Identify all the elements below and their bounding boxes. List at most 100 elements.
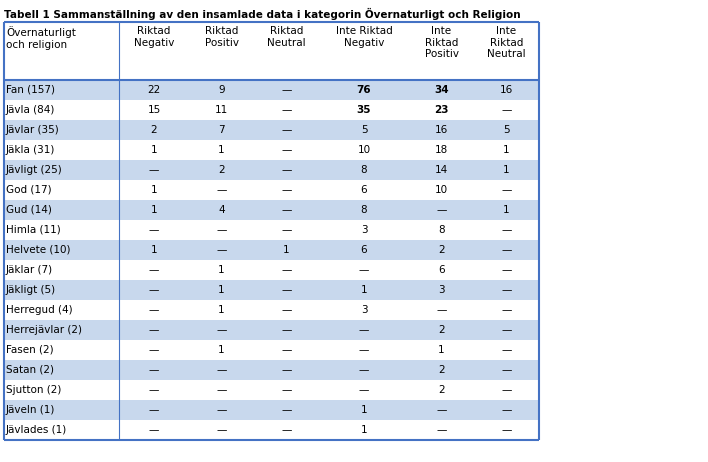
Text: Himla (11): Himla (11) [6, 225, 61, 235]
Text: —: — [281, 165, 292, 175]
Text: —: — [217, 245, 227, 255]
Text: —: — [436, 425, 447, 435]
Text: —: — [281, 105, 292, 115]
Text: —: — [436, 305, 447, 315]
Text: 2: 2 [438, 365, 445, 375]
Bar [4, 420, 539, 440]
Text: 14: 14 [435, 165, 448, 175]
Bar [4, 180, 539, 200]
Text: —: — [359, 345, 369, 355]
Text: 2: 2 [438, 325, 445, 335]
Text: 10: 10 [435, 185, 448, 195]
Text: 16: 16 [500, 85, 513, 95]
Text: 8: 8 [360, 205, 367, 215]
Text: 18: 18 [435, 145, 448, 155]
Text: 16: 16 [435, 125, 448, 135]
Text: 3: 3 [360, 225, 367, 235]
Text: —: — [501, 305, 512, 315]
Text: —: — [281, 125, 292, 135]
Bar [4, 240, 539, 260]
Bar [4, 400, 539, 420]
Text: —: — [359, 265, 369, 275]
Bar [4, 220, 539, 240]
Text: —: — [281, 345, 292, 355]
Text: Helvete (10): Helvete (10) [6, 245, 71, 255]
Text: —: — [501, 285, 512, 295]
Text: —: — [501, 345, 512, 355]
Text: —: — [281, 185, 292, 195]
Text: Inte
Riktad
Positiv: Inte Riktad Positiv [425, 26, 459, 59]
Text: Övernaturligt
och religion: Övernaturligt och religion [6, 26, 76, 49]
Text: —: — [501, 425, 512, 435]
Bar [4, 140, 539, 160]
Text: Fasen (2): Fasen (2) [6, 345, 54, 355]
Text: —: — [217, 365, 227, 375]
Text: —: — [149, 345, 159, 355]
Text: —: — [149, 165, 159, 175]
Bar [4, 80, 539, 100]
Text: Fan (157): Fan (157) [6, 85, 55, 95]
Text: 1: 1 [151, 205, 157, 215]
Text: 1: 1 [360, 405, 367, 415]
Bar [4, 100, 539, 120]
Text: 1: 1 [503, 205, 510, 215]
Text: 2: 2 [438, 385, 445, 395]
Bar [4, 200, 539, 220]
Text: 2: 2 [438, 245, 445, 255]
Text: 1: 1 [283, 245, 290, 255]
Text: —: — [359, 385, 369, 395]
Text: Jävlar (35): Jävlar (35) [6, 125, 59, 135]
Text: Jäklar (7): Jäklar (7) [6, 265, 53, 275]
Text: Inte Riktad
Negativ: Inte Riktad Negativ [336, 26, 392, 48]
Text: —: — [217, 325, 227, 335]
Text: —: — [217, 405, 227, 415]
Text: —: — [281, 285, 292, 295]
Text: Gud (14): Gud (14) [6, 205, 52, 215]
Text: —: — [281, 265, 292, 275]
Text: —: — [501, 325, 512, 335]
Text: —: — [281, 85, 292, 95]
Text: —: — [281, 205, 292, 215]
Text: —: — [359, 365, 369, 375]
Text: —: — [149, 425, 159, 435]
Text: —: — [149, 285, 159, 295]
Text: 3: 3 [360, 305, 367, 315]
Text: Tabell 1 Sammanställning av den insamlade data i kategorin Övernaturligt och Rel: Tabell 1 Sammanställning av den insamlad… [4, 7, 520, 19]
Bar [4, 380, 539, 400]
Text: —: — [281, 305, 292, 315]
Text: —: — [501, 105, 512, 115]
Text: —: — [501, 365, 512, 375]
Text: 7: 7 [218, 125, 225, 135]
Text: Riktad
Negativ: Riktad Negativ [134, 26, 174, 48]
Text: 8: 8 [360, 165, 367, 175]
Text: —: — [501, 385, 512, 395]
Text: 1: 1 [360, 285, 367, 295]
Text: —: — [281, 145, 292, 155]
Text: —: — [217, 225, 227, 235]
Text: —: — [281, 365, 292, 375]
Text: 23: 23 [434, 105, 449, 115]
Text: 15: 15 [147, 105, 161, 115]
Text: —: — [217, 425, 227, 435]
Text: 1: 1 [360, 425, 367, 435]
Text: 1: 1 [218, 265, 225, 275]
Text: 1: 1 [438, 345, 445, 355]
Text: 22: 22 [147, 85, 161, 95]
Text: 5: 5 [503, 125, 510, 135]
Bar [4, 280, 539, 300]
Bar [4, 340, 539, 360]
Text: 6: 6 [360, 185, 367, 195]
Text: —: — [501, 185, 512, 195]
Text: —: — [281, 405, 292, 415]
Text: 34: 34 [434, 85, 449, 95]
Text: 76: 76 [357, 85, 371, 95]
Text: Jäkla (31): Jäkla (31) [6, 145, 55, 155]
Text: —: — [359, 325, 369, 335]
Text: Inte
Riktad
Neutral: Inte Riktad Neutral [487, 26, 526, 59]
Text: —: — [501, 225, 512, 235]
Text: 1: 1 [218, 305, 225, 315]
Text: 2: 2 [218, 165, 225, 175]
Text: 11: 11 [215, 105, 228, 115]
Text: 10: 10 [358, 145, 370, 155]
Text: 5: 5 [360, 125, 367, 135]
